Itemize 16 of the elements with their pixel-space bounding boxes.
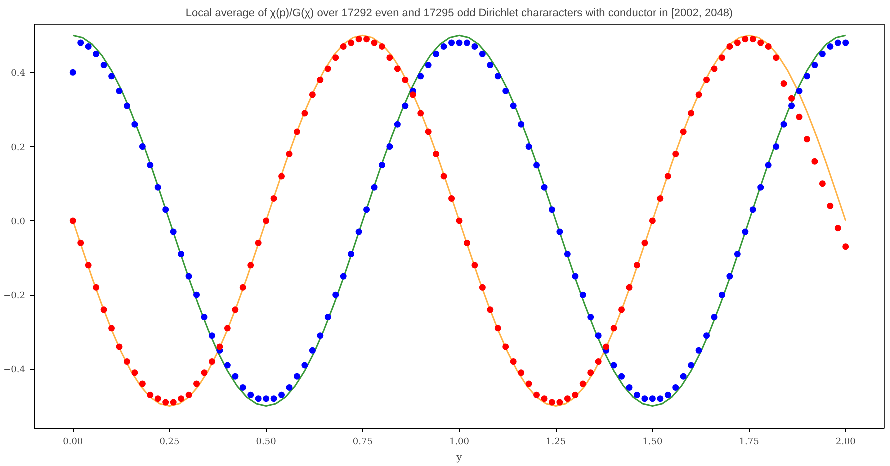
x-tick-label: 0.75 [352, 438, 374, 448]
x-tick-label: 1.00 [449, 438, 470, 448]
x-tick-label: 0.50 [256, 438, 277, 448]
x-tick-label: 1.75 [739, 438, 760, 448]
x-tick-label: 0.25 [160, 438, 180, 448]
y-tick-label: 0.4 [11, 69, 26, 80]
x-tick-label: 0.00 [63, 438, 84, 448]
y-tick-label: −0.4 [4, 366, 26, 376]
x-tick-label: 1.25 [546, 438, 566, 448]
x-tick-label: 2.00 [836, 438, 856, 448]
chart-title: Local average of χ(p)/G(χ) over 17292 even and 17295 odd Dirichlet chararacters with conductor in [2002, 2048) [186, 8, 734, 20]
y-tick-label: 0.2 [11, 143, 26, 154]
y-tick-label: 0.0 [11, 217, 26, 228]
x-tick-label: 1.50 [642, 438, 663, 448]
y-tick-label: −0.2 [4, 292, 26, 302]
x-axis-title: y [456, 452, 463, 464]
